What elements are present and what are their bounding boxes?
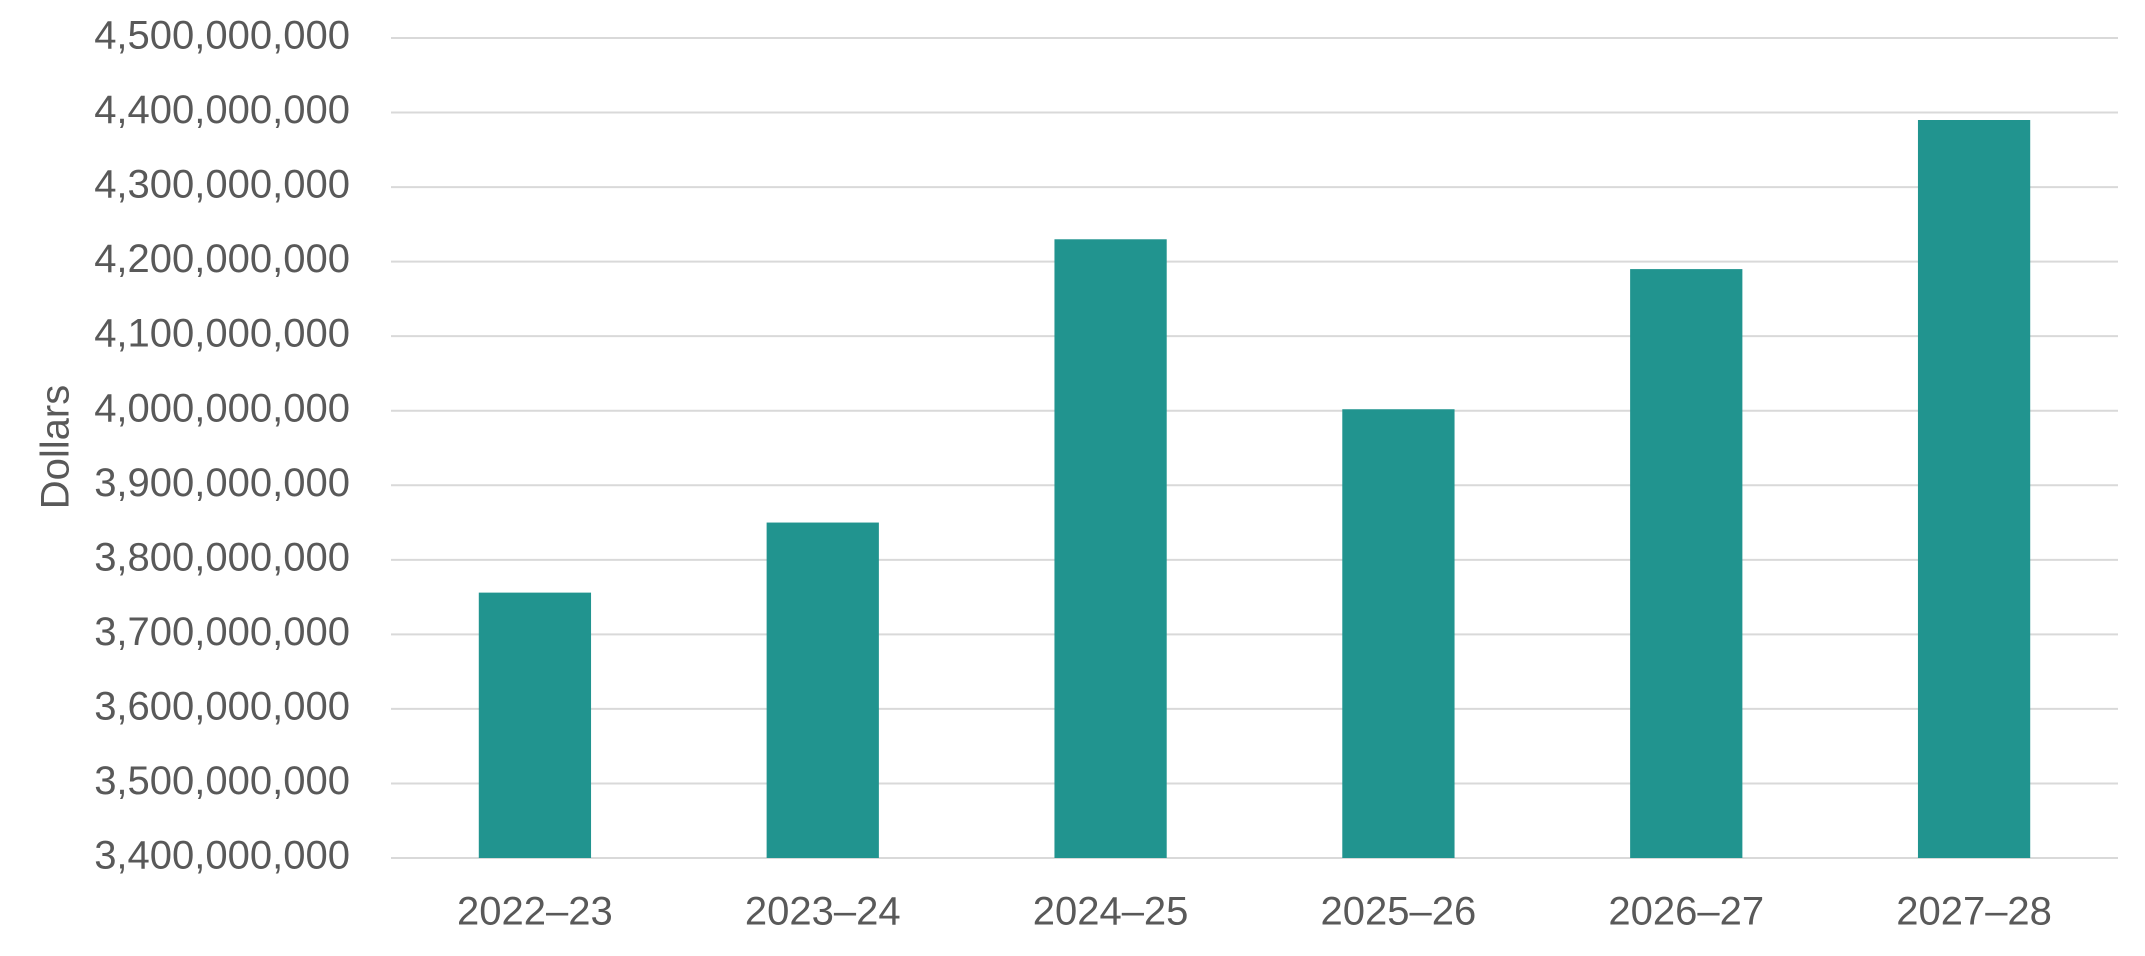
y-tick-label: 3,700,000,000 [94, 610, 350, 654]
bar [1342, 409, 1455, 858]
y-tick-label: 4,400,000,000 [94, 88, 350, 132]
bar [766, 522, 879, 858]
y-tick-label: 3,500,000,000 [94, 759, 350, 803]
y-tick-label: 4,300,000,000 [94, 163, 350, 207]
y-tick-label: 3,800,000,000 [94, 535, 350, 579]
x-tick-label: 2023–24 [745, 890, 901, 934]
y-tick-label: 4,100,000,000 [94, 312, 350, 356]
x-tick-label: 2024–25 [1033, 890, 1189, 934]
x-tick-label: 2026–27 [1608, 890, 1764, 934]
y-tick-label: 4,200,000,000 [94, 237, 350, 281]
y-tick-label: 4,500,000,000 [94, 14, 350, 58]
y-tick-label: 4,000,000,000 [94, 386, 350, 430]
bar [478, 592, 592, 858]
x-tick-label: 2022–23 [457, 890, 613, 934]
y-tick-label: 3,400,000,000 [94, 834, 350, 878]
y-axis-label: Dollars [34, 385, 78, 509]
bar [1054, 239, 1167, 859]
y-tick-label: 3,600,000,000 [94, 684, 350, 728]
bar [1630, 269, 1743, 858]
x-tick-label: 2025–26 [1321, 890, 1477, 934]
bar [1917, 120, 2031, 858]
x-tick-label: 2027–28 [1896, 890, 2052, 934]
y-tick-label: 3,900,000,000 [94, 461, 350, 505]
